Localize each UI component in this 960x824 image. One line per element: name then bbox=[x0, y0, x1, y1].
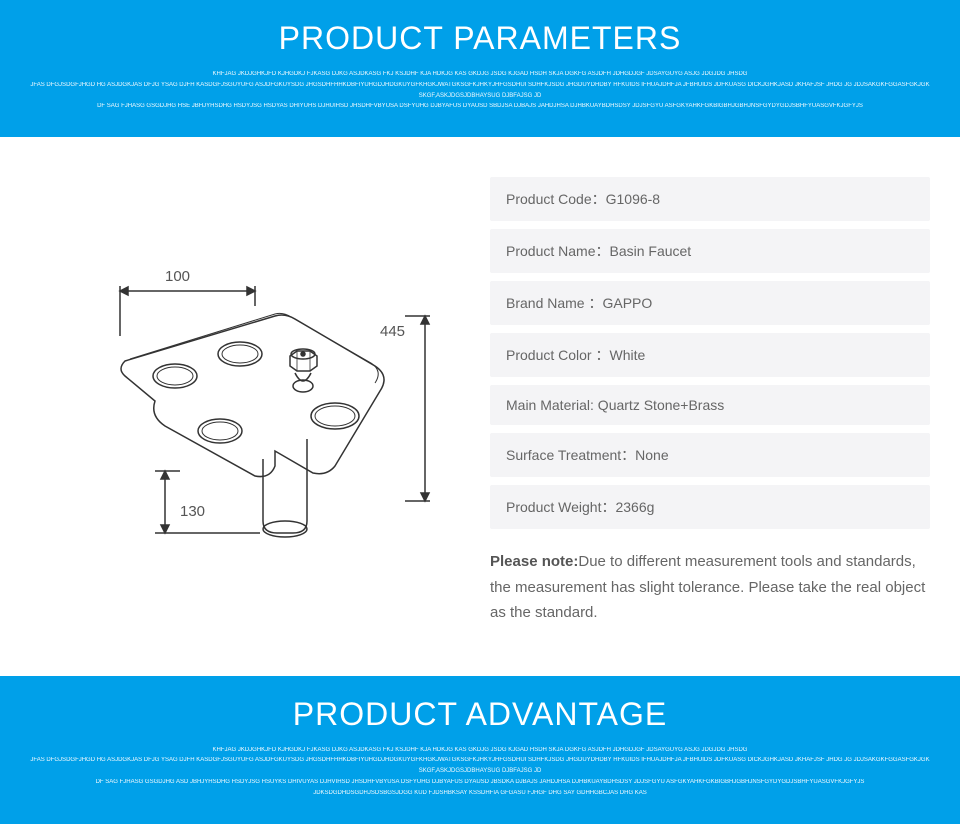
header-title: PRODUCT PARAMETERS bbox=[0, 20, 960, 57]
header-subtext: DF SAG FJHASG GSGDJHG ASD JBHJYHSDHG HSD… bbox=[0, 777, 960, 788]
product-diagram: 100 445 bbox=[30, 177, 460, 626]
spec-name: Product Name：Basin Faucet bbox=[490, 229, 930, 273]
header-subtext: JFAS DFGJSDGFJHGD HG ASJDGKJAS DFJG YSAG… bbox=[0, 755, 960, 777]
spec-color: Product Color ：White bbox=[490, 333, 930, 377]
header-subtext: JDKSDGDHDSGDHJSDSBGSJDGG KUD FJDSHBKSAY … bbox=[0, 788, 960, 799]
dim-445: 445 bbox=[380, 323, 405, 340]
spec-code: Product Code：G1096-8 bbox=[490, 177, 930, 221]
spec-material: Main Material: Quartz Stone+Brass bbox=[490, 385, 930, 425]
header-advantage: PRODUCT ADVANTAGE KHFJAG JKDJGHKJFD KJHG… bbox=[0, 676, 960, 824]
spec-weight: Product Weight：2366g bbox=[490, 485, 930, 529]
content-area: 100 445 bbox=[0, 137, 960, 676]
header-parameters: PRODUCT PARAMETERS KHFJAG JKDJGHKJFD KJH… bbox=[0, 0, 960, 137]
header-subtext: DF SAG FJHASG GSGDJHG HSE JBHJYHSDHG HSD… bbox=[0, 101, 960, 112]
header-subtext: KHFJAG JKDJGHKJFD KJHGDKJ FJKASG DJKG AS… bbox=[0, 69, 960, 80]
dim-130: 130 bbox=[180, 503, 205, 520]
header-subtext: KHFJAG JKDJGHKJFD KJHGDKJ FJKASG DJKG AS… bbox=[0, 745, 960, 756]
spec-brand: Brand Name ：GAPPO bbox=[490, 281, 930, 325]
dim-100: 100 bbox=[165, 268, 190, 285]
spec-surface: Surface Treatment：None bbox=[490, 433, 930, 477]
note-label: Please note: bbox=[490, 553, 578, 570]
header-subtext: JFAS DFGJSDGFJHGD HG ASJDGKJAS DFJG YSAG… bbox=[0, 80, 960, 102]
note-text: Please note:Due to different measurement… bbox=[490, 549, 930, 626]
spec-list: Product Code：G1096-8 Product Name：Basin … bbox=[490, 177, 930, 626]
header-title: PRODUCT ADVANTAGE bbox=[0, 696, 960, 733]
